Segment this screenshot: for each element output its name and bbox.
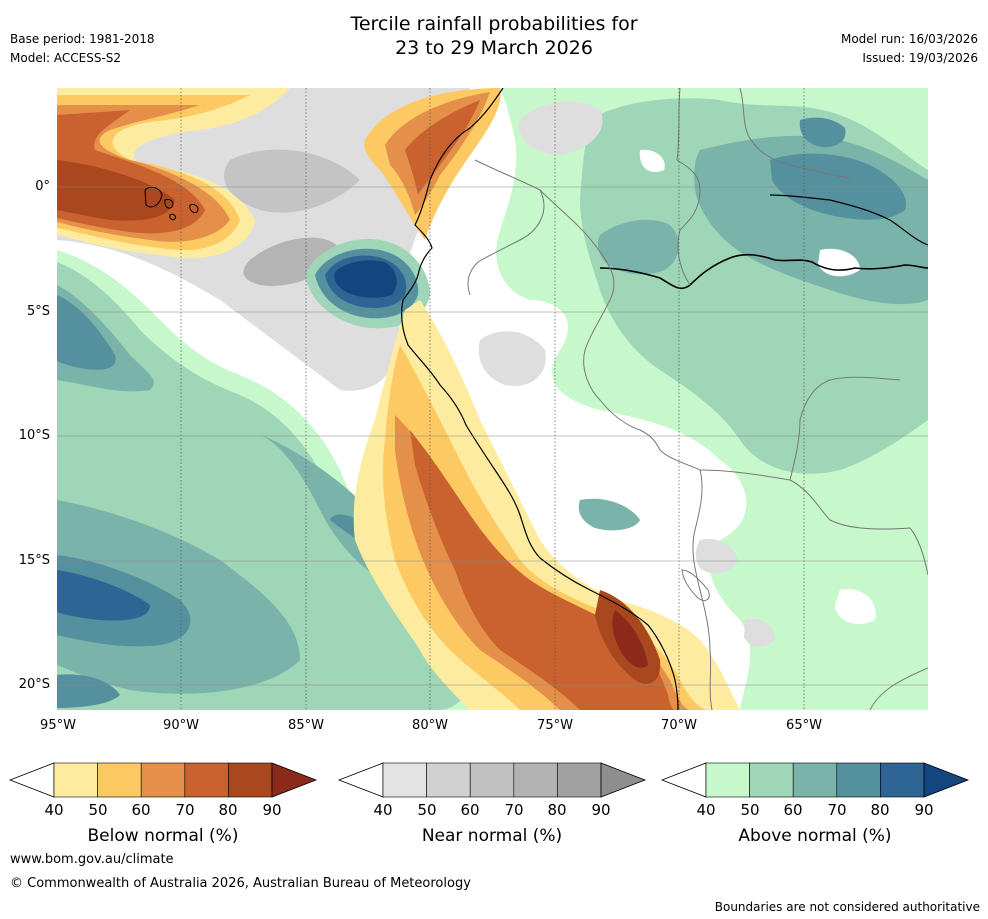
near-colorbar-bin <box>382 762 427 798</box>
lat-tick-label: 5°S <box>26 304 50 319</box>
near-colorbar-bin <box>513 762 558 798</box>
above-colorbar-bin <box>836 762 881 798</box>
near-colorbar-bin <box>557 762 602 798</box>
above-normal-label: Above normal (%) <box>738 826 892 846</box>
above-colorbar-bin <box>705 762 750 798</box>
gridlines <box>180 88 805 710</box>
below-normal-label: Below normal (%) <box>87 826 239 846</box>
map-fill-layer <box>57 88 928 710</box>
below-tick: 40 <box>44 801 64 819</box>
below-tick: 50 <box>88 801 108 819</box>
above-tick: 80 <box>870 801 890 819</box>
lon-tick-label: 85°W <box>288 718 324 733</box>
colorbar-below-normal <box>8 762 318 798</box>
colorbars <box>8 762 970 798</box>
near-tick: 90 <box>591 801 611 819</box>
near-normal-label: Near normal (%) <box>421 826 563 846</box>
colorbar-above-normal <box>660 762 970 798</box>
below-tick: 60 <box>131 801 151 819</box>
title-line-2: 23 to 29 March 2026 <box>395 37 593 59</box>
below-tick: 90 <box>262 801 282 819</box>
disclaimer-text: Boundaries are not considered authoritat… <box>714 900 980 914</box>
lat-tick-label: 10°S <box>18 428 50 443</box>
near-tick: 50 <box>417 801 437 819</box>
chart-title: Tercile rainfall probabilities for 23 to… <box>0 12 988 60</box>
lat-gridlines <box>57 186 928 686</box>
near-tick: 60 <box>460 801 480 819</box>
above-colorbar-bin <box>880 762 925 798</box>
above-tick: 40 <box>696 801 716 819</box>
near-colorbar-bin <box>426 762 471 798</box>
lon-tick-label: 80°W <box>412 718 448 733</box>
lon-tick-label: 70°W <box>661 718 697 733</box>
copyright-text: © Commonwealth of Australia 2026, Austra… <box>10 876 471 891</box>
base-period-text: Base period: 1981-2018 <box>10 32 155 46</box>
above-tick: 70 <box>827 801 847 819</box>
above-tick: 60 <box>783 801 803 819</box>
below-tick: 70 <box>175 801 195 819</box>
model-run-text: Model run: 16/03/2026 <box>840 32 978 46</box>
below-colorbar-bin <box>184 762 229 798</box>
lat-tick-label: 0° <box>35 179 50 194</box>
above-tick: 90 <box>914 801 934 819</box>
above-colorbar-min-arrow <box>660 762 707 798</box>
issued-text: Issued: 19/03/2026 <box>862 51 978 65</box>
title-line-1: Tercile rainfall probabilities for <box>350 13 638 35</box>
lon-tick-label: 65°W <box>786 718 822 733</box>
near-colorbar-min-arrow <box>337 762 384 798</box>
below-colorbar-bin <box>53 762 98 798</box>
lon-tick-label: 95°W <box>40 718 76 733</box>
near-colorbar-bin <box>469 762 515 798</box>
above-colorbar-max-arrow <box>923 762 970 798</box>
below-colorbar-bin <box>140 762 186 798</box>
lat-tick-label: 20°S <box>18 677 50 692</box>
near-tick: 40 <box>373 801 393 819</box>
below-colorbar-max-arrow <box>271 762 318 798</box>
colorbar-near-normal <box>337 762 647 798</box>
lon-tick-label: 90°W <box>163 718 199 733</box>
below-colorbar-bin <box>228 762 273 798</box>
model-text: Model: ACCESS-S2 <box>10 51 122 65</box>
near-colorbar-max-arrow <box>600 762 647 798</box>
near-tick: 70 <box>504 801 524 819</box>
below-colorbar-bin <box>97 762 142 798</box>
below-colorbar-min-arrow <box>8 762 55 798</box>
above-colorbar-bin <box>792 762 838 798</box>
above-tick: 50 <box>740 801 760 819</box>
lon-tick-label: 75°W <box>537 718 573 733</box>
above-colorbar-bin <box>749 762 794 798</box>
near-tick: 80 <box>547 801 567 819</box>
header-right: Model run: 16/03/2026 Issued: 19/03/2026 <box>841 31 978 66</box>
lat-tick-label: 15°S <box>18 553 50 568</box>
website-text: www.bom.gov.au/climate <box>10 852 174 867</box>
below-tick: 80 <box>218 801 238 819</box>
header-left: Base period: 1981-2018 Model: ACCESS-S2 <box>10 31 155 66</box>
